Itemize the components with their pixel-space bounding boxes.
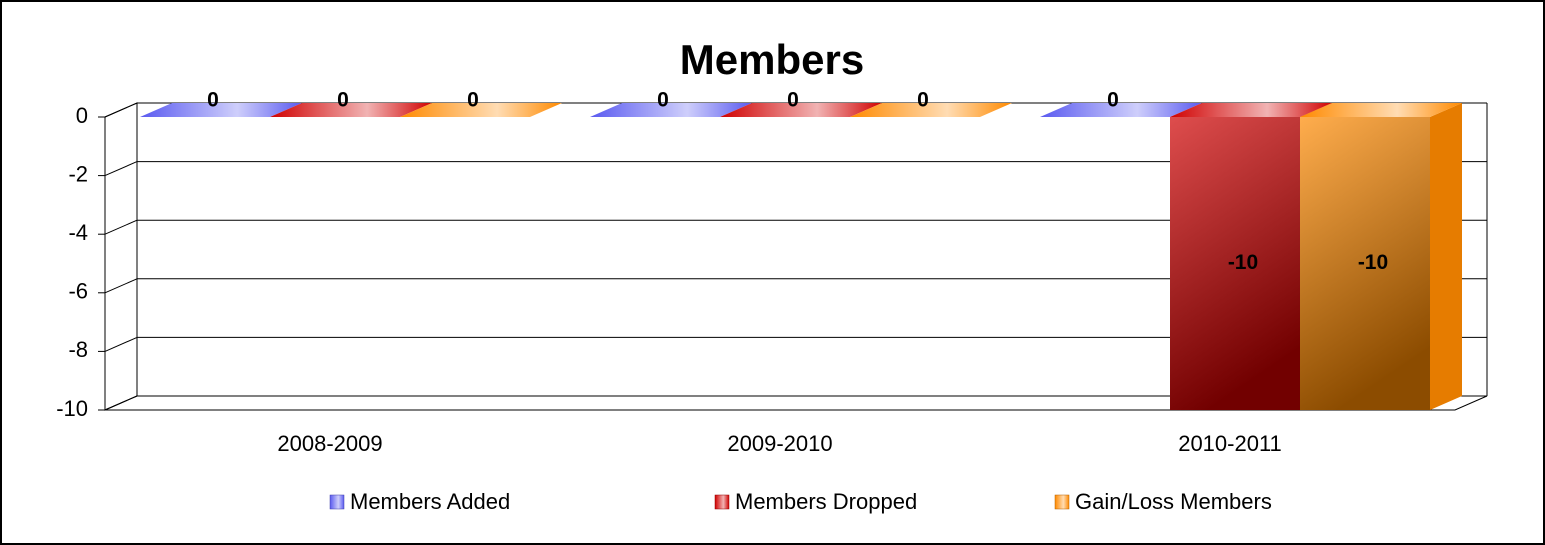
bar-top (1170, 103, 1332, 117)
bar (850, 103, 1012, 117)
bar-side (1430, 103, 1462, 410)
data-label: 0 (207, 89, 219, 112)
data-label: -10 (1358, 251, 1388, 274)
grid-line-wall (104, 336, 138, 352)
bar (1040, 103, 1202, 117)
chart-title: Members (680, 36, 864, 83)
x-tick-label: 2010-2011 (1178, 431, 1282, 456)
data-label: 0 (467, 89, 479, 112)
y-tick-label: -10 (56, 396, 88, 421)
bar (270, 103, 432, 117)
y-tick-label: 0 (76, 103, 88, 128)
x-tick-label: 2008-2009 (277, 431, 382, 456)
y-tick-label: -6 (68, 279, 88, 304)
legend-marker (329, 494, 345, 510)
bar-top (1300, 103, 1462, 117)
x-tick-label: 2009-2010 (727, 431, 832, 456)
legend-marker (1054, 494, 1070, 510)
data-label: 0 (1107, 89, 1119, 112)
left-wall (104, 102, 138, 411)
grid-line-wall (104, 102, 138, 118)
bar (140, 103, 302, 117)
legend-label: Gain/Loss Members (1075, 489, 1272, 514)
data-label: 0 (337, 89, 349, 112)
y-tick-label: -8 (68, 337, 88, 362)
grid-line-wall (104, 161, 138, 177)
data-label: 0 (917, 89, 929, 112)
data-label: -10 (1228, 251, 1258, 274)
grid-line-wall (104, 395, 138, 411)
data-label: 0 (787, 89, 799, 112)
bar (590, 103, 752, 117)
y-tick-label: -4 (68, 220, 88, 245)
bar (1170, 117, 1300, 410)
grid-line-wall (104, 278, 138, 294)
legend-label: Members Dropped (735, 489, 917, 514)
grid-line-wall (104, 219, 138, 235)
legend-marker (714, 494, 730, 510)
bar (720, 103, 882, 117)
bar (400, 103, 562, 117)
data-label: 0 (657, 89, 669, 112)
bar (1300, 117, 1430, 410)
y-tick-label: -2 (68, 161, 88, 186)
legend-label: Members Added (350, 489, 510, 514)
